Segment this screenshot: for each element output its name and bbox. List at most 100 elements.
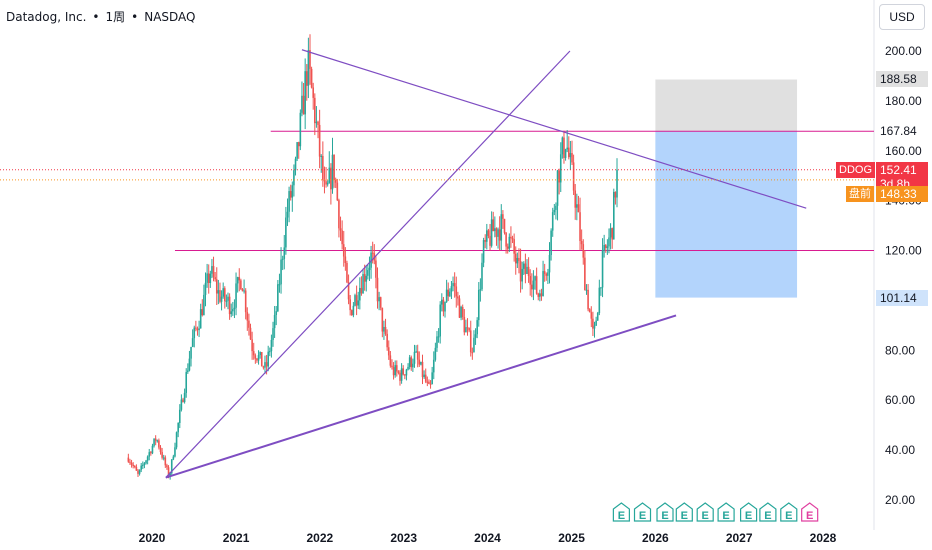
candle-up xyxy=(293,170,295,186)
earnings-icon xyxy=(656,502,674,522)
candle-up xyxy=(222,288,224,297)
candle-down xyxy=(260,352,263,367)
candle-down xyxy=(614,191,617,198)
candle-down xyxy=(265,362,268,367)
candle-down xyxy=(318,124,321,157)
candle-down xyxy=(455,286,458,297)
candle-down xyxy=(342,244,345,257)
candle-down xyxy=(529,275,532,285)
candle-up xyxy=(277,284,279,312)
candle-down xyxy=(249,327,252,340)
candle-up xyxy=(178,409,181,423)
candle-down xyxy=(127,457,130,462)
candle-down xyxy=(418,359,421,365)
candle-up xyxy=(548,254,551,273)
candle-down xyxy=(489,235,491,246)
candle-up xyxy=(286,211,289,218)
candle-down xyxy=(410,357,413,368)
candle-down xyxy=(604,244,607,248)
candle-down xyxy=(338,200,340,229)
candle-down xyxy=(241,289,244,292)
earnings-letter: E xyxy=(661,510,668,522)
candle-down xyxy=(196,328,199,331)
candle-down xyxy=(421,361,424,378)
candle-up xyxy=(183,392,186,403)
candle-down xyxy=(424,374,427,382)
trend-line xyxy=(165,314,677,479)
candle-up xyxy=(477,289,480,321)
candle-up xyxy=(225,300,228,302)
candle-down xyxy=(254,355,257,359)
candle-down xyxy=(543,271,546,274)
candle-down xyxy=(540,293,543,297)
candle-up xyxy=(412,363,414,368)
candle-up xyxy=(198,328,200,331)
stop-price-tag: 101.14 xyxy=(876,289,928,306)
candle-down xyxy=(416,351,419,360)
candle-up xyxy=(269,351,271,353)
earnings-letter: E xyxy=(785,510,792,522)
premarket-price-tag: 148.33 xyxy=(876,185,928,202)
candle-up xyxy=(156,440,159,442)
candle-up xyxy=(476,320,478,335)
currency-button[interactable]: USD xyxy=(879,4,925,30)
candle-down xyxy=(207,273,210,284)
candle-down xyxy=(468,328,470,331)
candle-down xyxy=(531,284,533,290)
candle-up xyxy=(551,212,554,231)
candle-down xyxy=(317,121,319,125)
candle-up xyxy=(616,169,618,198)
x-tick-label: 2025 xyxy=(558,531,585,545)
candle-up xyxy=(193,327,196,339)
candle-up xyxy=(273,314,276,329)
candle-up xyxy=(400,368,403,381)
candle-down xyxy=(584,257,586,291)
candle-up xyxy=(596,312,599,321)
y-tick-label: 160.00 xyxy=(885,144,922,158)
candle-down xyxy=(505,232,507,247)
candle-down xyxy=(511,238,514,240)
candle-down xyxy=(404,374,406,376)
symbol-legend[interactable]: Datadog, Inc. • 1周 • NASDAQ xyxy=(6,8,196,25)
candle-down xyxy=(347,282,350,300)
earnings-letter: E xyxy=(681,510,688,522)
earnings-icon xyxy=(780,502,798,522)
candle-down xyxy=(466,327,469,329)
candle-down xyxy=(527,266,530,276)
candle-up xyxy=(367,270,369,276)
candle-up xyxy=(177,422,179,433)
candle-down xyxy=(379,297,382,308)
candle-down xyxy=(392,367,395,376)
time-axis: 2020 2021 2022 2023 2024 2025 2026 2027 2028 xyxy=(139,531,837,545)
candle-up xyxy=(236,277,239,284)
candle-down xyxy=(333,154,335,180)
candle-down xyxy=(487,230,490,236)
earnings-letter: E xyxy=(764,510,771,522)
candle-up xyxy=(172,456,175,460)
candle-up xyxy=(441,299,443,305)
candle-down xyxy=(545,273,548,276)
candle-up xyxy=(357,300,360,306)
candle-down xyxy=(577,204,580,213)
candle-up xyxy=(432,359,435,373)
candle-down xyxy=(582,244,585,258)
candle-down xyxy=(240,280,242,290)
candle-down xyxy=(310,68,313,88)
candle-up xyxy=(145,460,147,464)
candle-down xyxy=(519,261,522,282)
candle-down xyxy=(399,372,401,381)
candle-up xyxy=(138,469,141,474)
earnings-icon xyxy=(759,502,777,522)
candle-up xyxy=(603,244,605,251)
candle-down xyxy=(563,137,565,158)
candle-up xyxy=(278,284,281,286)
candle-down xyxy=(167,467,170,478)
candle-up xyxy=(235,283,237,308)
candle-down xyxy=(349,299,351,311)
candle-down xyxy=(248,320,250,328)
candle-down xyxy=(492,219,495,232)
candle-up xyxy=(497,229,499,237)
candle-up xyxy=(227,296,229,301)
candle-down xyxy=(309,50,311,69)
